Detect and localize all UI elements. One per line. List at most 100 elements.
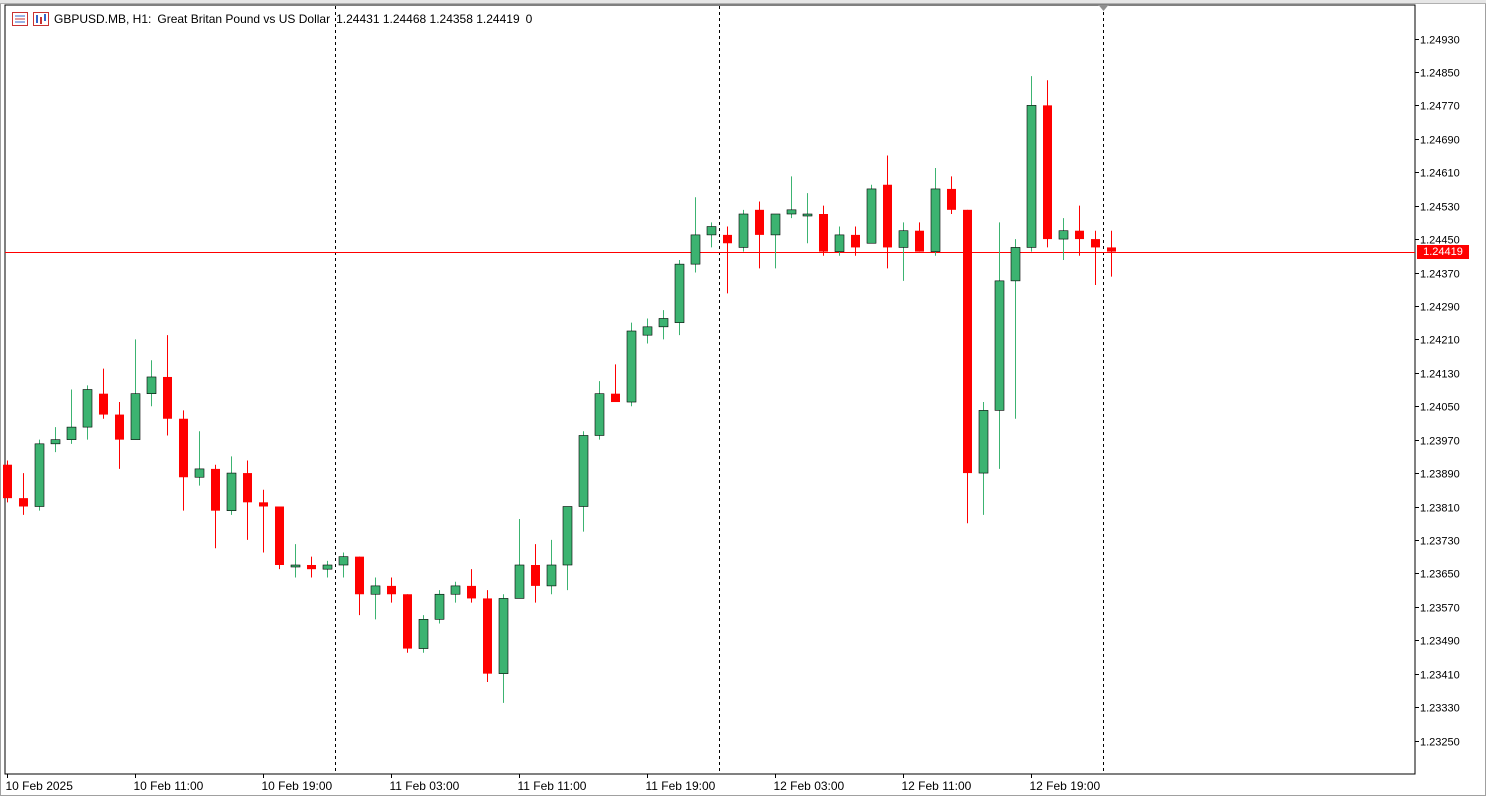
candle-body (1010, 247, 1021, 282)
candle-body (130, 393, 141, 440)
candle-body (915, 230, 924, 252)
y-tick-label: 1.23730 (1420, 536, 1460, 548)
candle-body (1091, 239, 1100, 248)
candle-body (834, 234, 845, 252)
candle-body (947, 188, 956, 210)
candle-body (802, 213, 813, 217)
price-axis[interactable]: 1.24930 1.24850 1.24770 1.24690 1.24610 1.245… (1415, 35, 1460, 749)
candle-body (338, 556, 349, 566)
candle-body (355, 556, 364, 595)
y-tick-label: 1.24130 (1420, 369, 1460, 381)
candle-body (1043, 105, 1052, 240)
candle-body (99, 393, 108, 415)
candle-body (1075, 230, 1084, 240)
candle-body (483, 598, 492, 674)
y-tick-label: 1.24930 (1420, 35, 1460, 47)
y-tick-label: 1.23570 (1420, 603, 1460, 615)
chart-bars-icon[interactable] (33, 12, 49, 26)
candle-body (179, 418, 188, 478)
ohlc-values: 1.24431 1.24468 1.24358 1.24419 (336, 12, 520, 26)
candle-body (82, 389, 93, 428)
candle-body (19, 498, 28, 507)
x-tick-label: 12 Feb 19:00 (1030, 779, 1101, 793)
candle-body (626, 330, 637, 403)
candle-body (1058, 230, 1069, 240)
current-price-tag: 1.24419 (1417, 245, 1469, 259)
y-tick-label: 1.23490 (1420, 636, 1460, 648)
y-tick-label: 1.23970 (1420, 436, 1460, 448)
candle-body (819, 214, 828, 252)
x-tick-label: 10 Feb 19:00 (262, 779, 333, 793)
candle-body (930, 188, 941, 252)
candle-body (674, 263, 685, 323)
candle-body (978, 410, 989, 474)
y-tick-label: 1.24610 (1420, 168, 1460, 180)
candle-body (211, 468, 220, 511)
y-tick-label: 1.24770 (1420, 101, 1460, 113)
candle-body (275, 506, 284, 565)
y-tick-label: 1.24210 (1420, 335, 1460, 347)
candle-body (690, 234, 701, 265)
volume-value: 0 (525, 12, 533, 26)
y-tick-label: 1.23810 (1420, 503, 1460, 515)
candle-body (642, 326, 653, 336)
candle-body (387, 585, 396, 595)
candle-body (851, 234, 860, 248)
candle-body (594, 393, 605, 436)
y-tick-label: 1.24370 (1420, 269, 1460, 281)
candle-body (163, 376, 172, 419)
y-tick-label: 1.23330 (1420, 703, 1460, 715)
candle-body (898, 230, 909, 248)
candle-body (194, 468, 205, 478)
candle-body (546, 564, 557, 587)
window-top-strip (0, 0, 1486, 4)
candle-body (3, 464, 12, 499)
plot-area[interactable] (4, 4, 1416, 775)
candle-body (66, 426, 77, 440)
x-tick-label: 11 Feb 11:00 (518, 779, 587, 793)
x-tick-label: 10 Feb 11:00 (134, 779, 204, 793)
time-axis[interactable]: 10 Feb 2025 10 Feb 11:00 10 Feb 19:00 11 Fe… (6, 774, 1101, 793)
symbol-description: Great Britan Pound vs US Dollar (157, 12, 331, 26)
day-separators (335, 6, 1104, 773)
chart-grid-icon[interactable] (12, 12, 28, 26)
y-tick-label: 1.24290 (1420, 302, 1460, 314)
candle-body (146, 376, 157, 394)
candle-body (115, 414, 124, 440)
y-tick-label: 1.23650 (1420, 569, 1460, 581)
y-tick-label: 1.23890 (1420, 469, 1460, 481)
candle-body (883, 184, 892, 248)
candle-body (50, 439, 61, 445)
candle-body (418, 619, 429, 649)
x-tick-label: 11 Feb 03:00 (390, 779, 460, 793)
candle-body (1107, 247, 1116, 252)
candle-body (307, 565, 316, 570)
x-tick-label: 12 Feb 11:00 (902, 779, 972, 793)
candle-body (531, 565, 540, 586)
candle-body (34, 443, 45, 507)
candle-body (259, 502, 268, 507)
y-tick-label: 1.24530 (1420, 202, 1460, 214)
chart-shift-marker-icon[interactable] (1098, 5, 1109, 11)
y-tick-label: 1.24050 (1420, 402, 1460, 414)
candle-body (723, 234, 732, 244)
candle-body (403, 594, 412, 649)
candle-body (514, 564, 525, 599)
candle-body (562, 506, 573, 566)
candle-body (290, 564, 301, 568)
candle-body (755, 209, 764, 235)
symbol-label: GBPUSD.MB, H1: (54, 12, 152, 26)
candles (3, 76, 1116, 703)
candle-body (226, 472, 237, 511)
candle-body (866, 188, 877, 244)
y-tick-label: 1.23410 (1420, 670, 1460, 682)
candle-body (498, 598, 509, 674)
y-tick-label: 1.24850 (1420, 68, 1460, 80)
x-tick-label: 12 Feb 03:00 (774, 779, 845, 793)
candle-body (658, 318, 669, 328)
candle-body (770, 213, 781, 236)
candle-body (467, 585, 476, 599)
candle-body (706, 226, 717, 236)
candle-body (994, 280, 1005, 411)
